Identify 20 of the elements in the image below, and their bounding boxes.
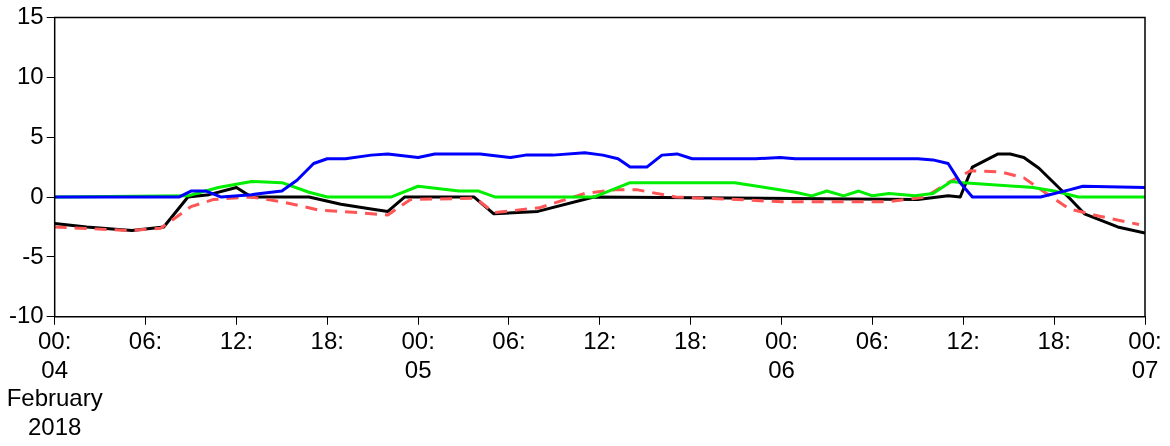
x-tick-label: 00: 06: [764, 326, 799, 383]
x-tick-label: 00: 05: [401, 326, 435, 383]
y-tick-label: 15: [16, 2, 44, 30]
x-tick-label: 18:: [674, 326, 708, 354]
x-tick-label: 18:: [310, 326, 344, 354]
x-tick-label: 12:: [219, 326, 254, 354]
x-tick-label: 00: 07: [1128, 326, 1162, 383]
y-tick-label: 10: [16, 61, 44, 89]
x-tick-label: 06:: [492, 326, 526, 354]
x-tick-label: 06:: [128, 326, 163, 354]
y-tick-label: -5: [22, 241, 44, 269]
y-tick-label: 5: [30, 121, 44, 149]
x-tick-label: 12:: [946, 326, 980, 354]
x-tick-label: 00: 04 February 2018: [6, 326, 103, 441]
y-tick-label: -10: [9, 301, 44, 329]
x-tick-label: 18:: [1037, 326, 1071, 354]
line-series: [54, 169, 1141, 233]
x-tick-label: 06:: [855, 326, 890, 354]
y-tick-label: 0: [30, 181, 44, 209]
x-tick-label: 12:: [583, 326, 617, 354]
